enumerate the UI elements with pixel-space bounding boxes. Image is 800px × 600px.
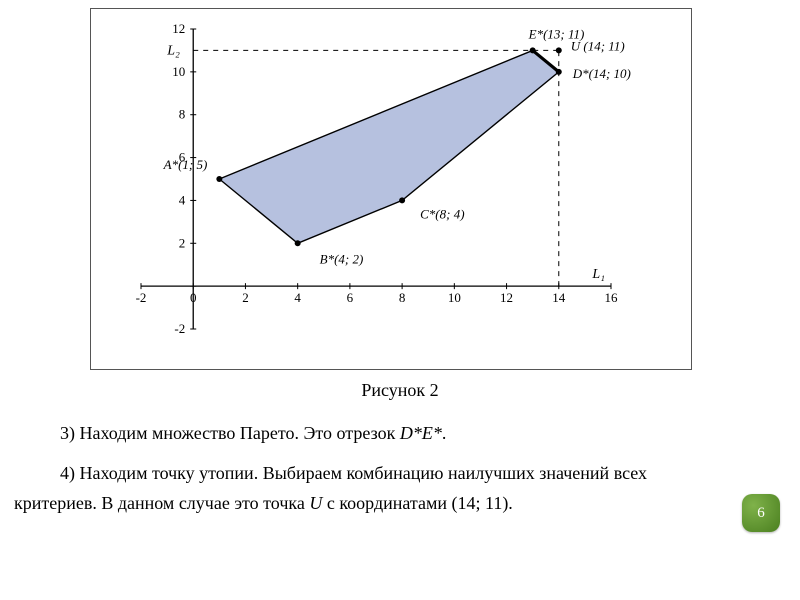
para2-ital: U (309, 493, 322, 513)
svg-text:4: 4 (294, 290, 301, 305)
figure-caption: Рисунок 2 (0, 380, 800, 401)
paragraph-3: 3) Находим множество Парето. Это отрезок… (60, 420, 760, 447)
para1-suffix: . (442, 423, 447, 443)
svg-text:D*(14; 10): D*(14; 10) (572, 66, 631, 81)
chart-svg: -20246810121416-224681012A*(1; 5)B*(4; 2… (91, 9, 691, 369)
page-number-badge: 6 (742, 494, 780, 532)
svg-text:L₁: L₁ (591, 267, 605, 282)
svg-text:L₂: L₂ (166, 43, 180, 58)
svg-text:C*(8; 4): C*(8; 4) (420, 206, 464, 221)
pareto-chart: -20246810121416-224681012A*(1; 5)B*(4; 2… (90, 8, 692, 370)
para1-ital: D*E* (400, 423, 442, 443)
svg-text:14: 14 (552, 290, 566, 305)
svg-text:2: 2 (242, 290, 249, 305)
svg-text:B*(4; 2): B*(4; 2) (320, 251, 364, 266)
paragraph-4-line2: критериев. В данном случае это точка U с… (14, 490, 774, 517)
para2-l2a: критериев. В данном случае это точка (14, 493, 309, 513)
svg-text:12: 12 (500, 290, 513, 305)
svg-text:8: 8 (179, 107, 186, 122)
svg-text:16: 16 (605, 290, 619, 305)
svg-text:A*(1; 5): A*(1; 5) (163, 157, 208, 172)
svg-text:6: 6 (347, 290, 354, 305)
svg-text:10: 10 (448, 290, 461, 305)
para2-l1: 4) Находим точку утопии. Выбираем комбин… (60, 463, 647, 483)
svg-text:0: 0 (190, 290, 197, 305)
svg-text:2: 2 (179, 235, 186, 250)
svg-text:-2: -2 (174, 321, 185, 336)
svg-text:-2: -2 (136, 290, 147, 305)
para1-text: 3) Находим множество Парето. Это отрезок (60, 423, 400, 443)
paragraph-4-line1: 4) Находим точку утопии. Выбираем комбин… (60, 460, 780, 487)
svg-text:8: 8 (399, 290, 406, 305)
svg-text:10: 10 (172, 64, 185, 79)
page-number: 6 (757, 505, 765, 522)
svg-text:4: 4 (179, 192, 186, 207)
para2-l2b: с координатами (14; 11). (322, 493, 512, 513)
svg-text:U (14; 11): U (14; 11) (571, 38, 625, 53)
svg-text:12: 12 (172, 21, 185, 36)
